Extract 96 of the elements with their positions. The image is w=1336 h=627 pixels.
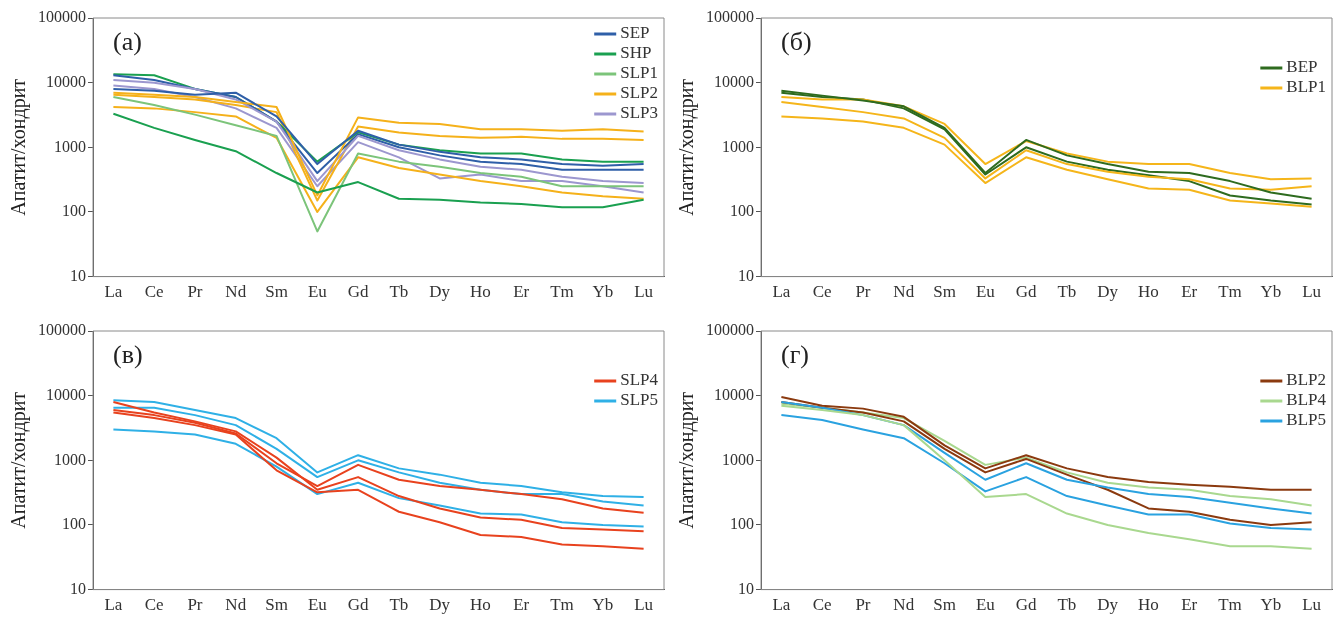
legend-label: SHP: [620, 43, 652, 63]
y-tick-label: 100000: [38, 8, 86, 26]
legend-label: BLP1: [1286, 77, 1327, 97]
x-tick-label: Pr: [187, 595, 203, 615]
y-tick-label: 100: [62, 515, 86, 533]
y-tick-label: 1000: [722, 450, 754, 468]
x-tick-label: La: [772, 595, 791, 615]
x-tick-label: Eu: [975, 595, 996, 615]
y-tick-label: 10: [738, 266, 754, 284]
x-tick-label: Ho: [1138, 282, 1159, 302]
x-tick-label: Er: [1181, 595, 1198, 615]
x-tick-label: Gd: [1015, 595, 1037, 615]
x-tick-label: Gd: [1015, 282, 1037, 302]
x-tick-label: Gd: [347, 595, 369, 615]
y-tick-label: 10000: [714, 72, 754, 90]
y-tick-label: 100000: [706, 8, 754, 26]
legend-label: SLP5: [620, 390, 658, 410]
x-tick-label: Gd: [347, 282, 369, 302]
legend-label: SLP3: [620, 103, 658, 123]
x-tick-label: Pr: [855, 282, 871, 302]
x-tick-label: La: [772, 282, 791, 302]
legend-label: BLP2: [1286, 370, 1327, 390]
y-tick-label: 1000: [54, 137, 86, 155]
x-tick-label: La: [104, 282, 123, 302]
y-tick-label: 1000: [722, 137, 754, 155]
y-axis-title: Апатит/хондрит: [7, 78, 31, 216]
x-tick-label: Lu: [634, 595, 654, 615]
y-tick-label: 100000: [38, 321, 86, 339]
y-tick-label: 10: [70, 266, 86, 284]
y-tick-label: 1000: [54, 450, 86, 468]
x-tick-label: Sm: [265, 282, 288, 302]
x-tick-label: Er: [513, 595, 530, 615]
x-tick-label: Nd: [225, 595, 247, 615]
x-tick-label: Yb: [592, 282, 614, 302]
x-tick-label: Lu: [1302, 595, 1322, 615]
annotation: (в): [113, 339, 143, 369]
x-tick-label: Tb: [389, 282, 409, 302]
x-tick-label: Er: [513, 282, 530, 302]
y-tick-label: 100000: [706, 321, 754, 339]
x-tick-label: Ce: [812, 282, 832, 302]
x-tick-label: Tm: [550, 595, 574, 615]
x-tick-label: Tm: [550, 282, 574, 302]
y-tick-label: 100: [730, 202, 754, 220]
x-tick-label: Dy: [429, 282, 451, 302]
legend-label: BEP: [1286, 57, 1318, 77]
x-tick-label: Pr: [187, 282, 203, 302]
x-tick-label: La: [104, 595, 123, 615]
y-tick-label: 10000: [46, 72, 86, 90]
x-tick-label: Dy: [1097, 595, 1119, 615]
y-tick-label: 10: [70, 579, 86, 597]
x-tick-label: Ho: [470, 595, 491, 615]
x-tick-label: Tb: [1057, 282, 1077, 302]
x-tick-label: Eu: [975, 282, 996, 302]
y-tick-label: 100: [62, 202, 86, 220]
y-tick-label: 10000: [46, 385, 86, 403]
x-tick-label: Tm: [1218, 595, 1242, 615]
x-tick-label: Sm: [265, 595, 288, 615]
x-tick-label: Yb: [1260, 282, 1282, 302]
x-tick-label: Ce: [144, 282, 164, 302]
annotation: (б): [781, 26, 812, 56]
x-tick-label: Eu: [307, 282, 328, 302]
annotation: (a): [113, 26, 142, 56]
y-tick-label: 10000: [714, 385, 754, 403]
x-tick-label: Dy: [429, 595, 451, 615]
x-tick-label: Tb: [1057, 595, 1077, 615]
y-axis-title: Апатит/хондрит: [7, 391, 31, 529]
legend-label: SEP: [620, 23, 650, 43]
x-tick-label: Sm: [933, 282, 956, 302]
x-tick-label: Pr: [855, 595, 871, 615]
x-tick-label: Nd: [893, 282, 915, 302]
x-tick-label: Lu: [634, 282, 654, 302]
y-tick-label: 100: [730, 515, 754, 533]
x-tick-label: Lu: [1302, 282, 1322, 302]
x-tick-label: Ce: [812, 595, 832, 615]
x-tick-label: Sm: [933, 595, 956, 615]
x-tick-label: Yb: [1260, 595, 1282, 615]
x-tick-label: Nd: [893, 595, 915, 615]
legend-label: BLP5: [1286, 410, 1327, 430]
x-tick-label: Er: [1181, 282, 1198, 302]
x-tick-label: Ce: [144, 595, 164, 615]
annotation: (г): [781, 339, 809, 369]
x-tick-label: Nd: [225, 282, 247, 302]
x-tick-label: Yb: [592, 595, 614, 615]
x-tick-label: Tb: [389, 595, 409, 615]
x-tick-label: Eu: [307, 595, 328, 615]
x-tick-label: Ho: [470, 282, 491, 302]
legend-label: SLP2: [620, 83, 658, 103]
x-tick-label: Dy: [1097, 282, 1119, 302]
y-tick-label: 10: [738, 579, 754, 597]
x-tick-label: Ho: [1138, 595, 1159, 615]
legend-label: BLP4: [1286, 390, 1327, 410]
legend-label: SLP1: [620, 63, 658, 83]
y-axis-title: Апатит/хондрит: [675, 391, 699, 529]
x-tick-label: Tm: [1218, 282, 1242, 302]
legend-label: SLP4: [620, 370, 659, 390]
y-axis-title: Апатит/хондрит: [675, 78, 699, 216]
